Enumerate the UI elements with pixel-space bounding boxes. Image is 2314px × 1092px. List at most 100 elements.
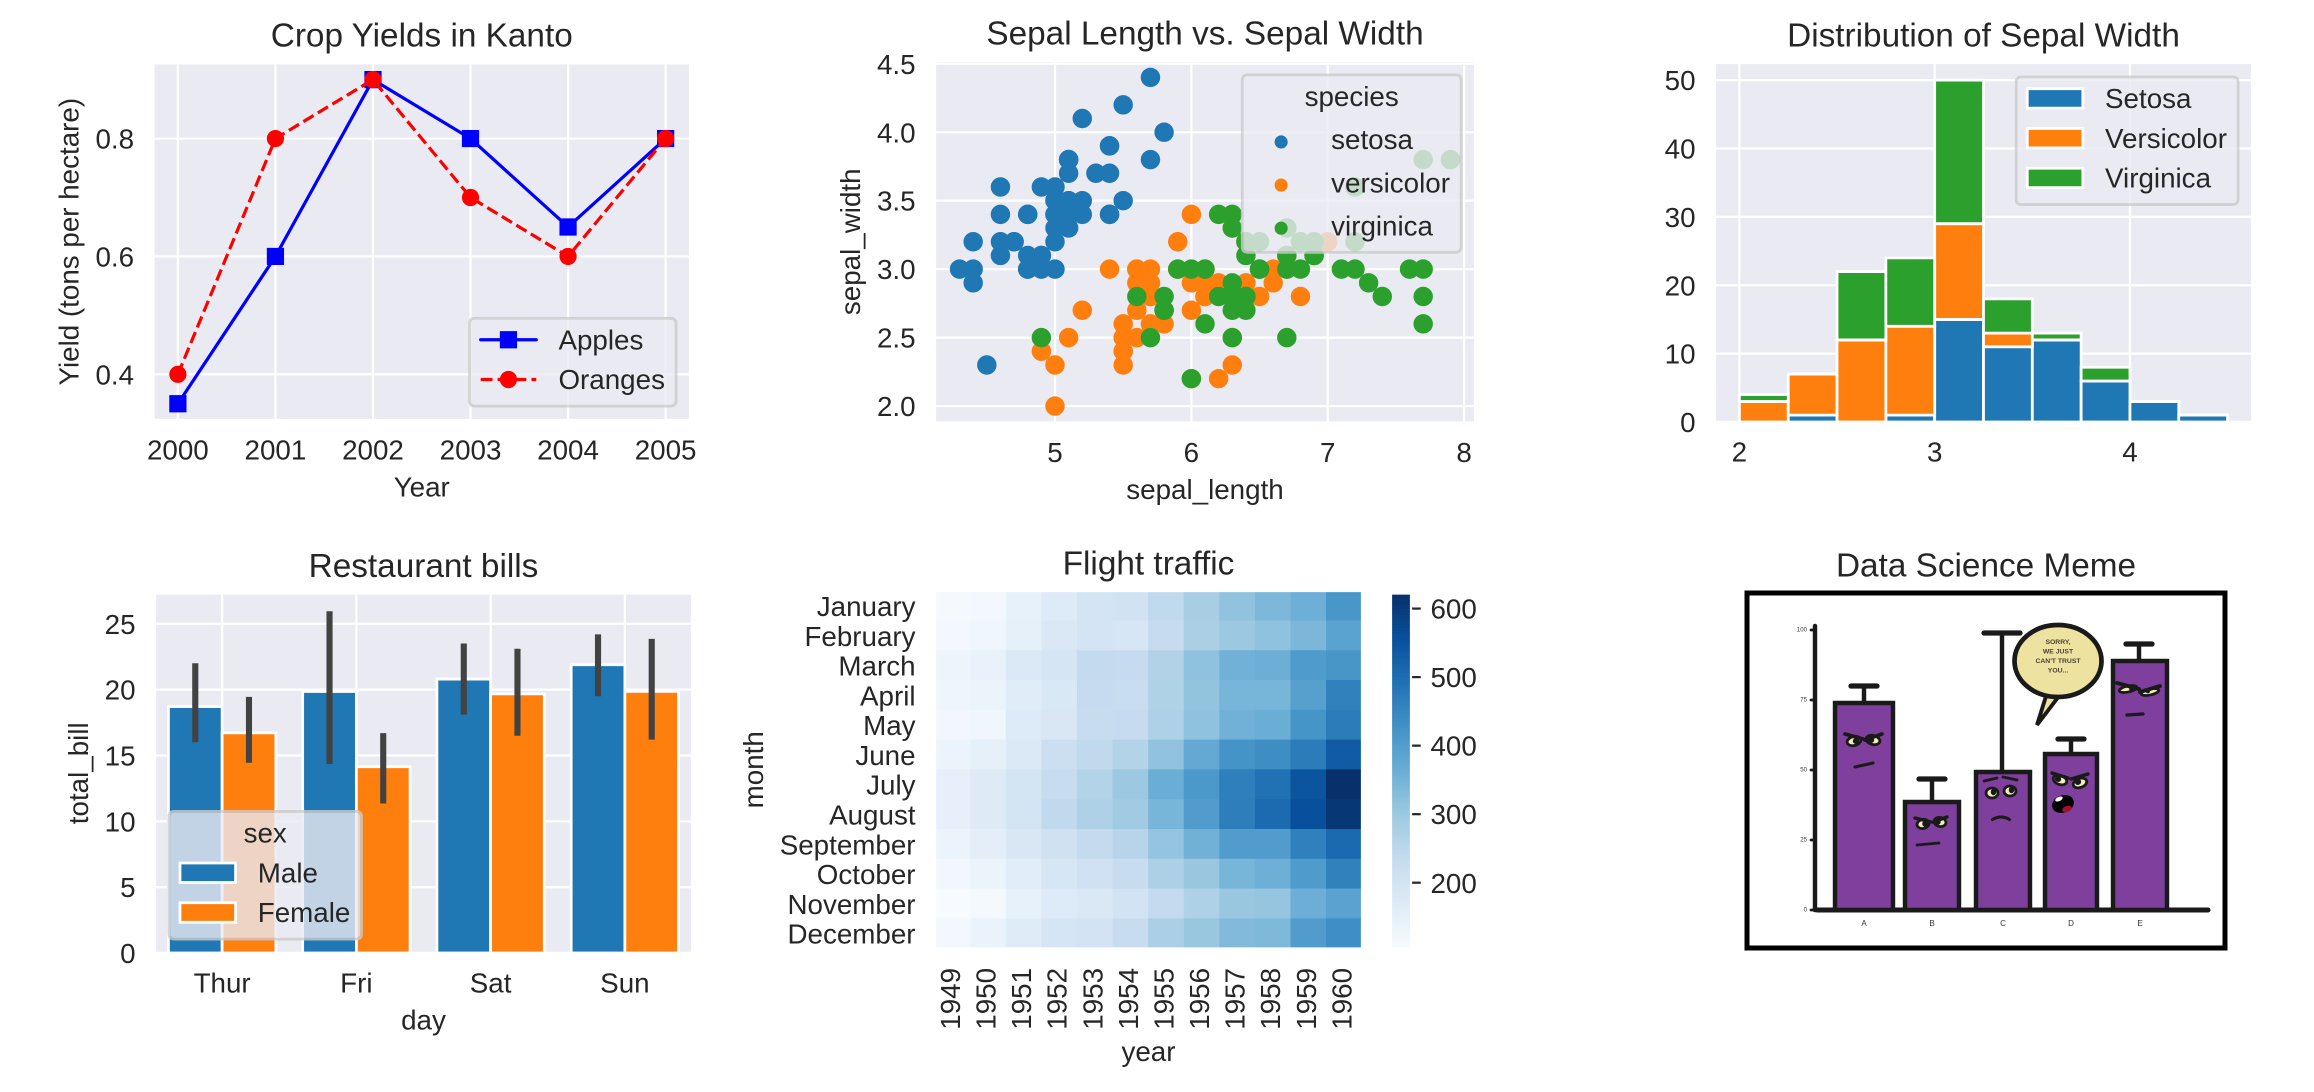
svg-text:October: October [817, 859, 916, 890]
svg-text:4: 4 [2122, 437, 2137, 468]
svg-text:4.5: 4.5 [877, 49, 916, 80]
svg-text:1958: 1958 [1255, 968, 1286, 1030]
svg-text:1957: 1957 [1220, 968, 1251, 1030]
svg-text:Female: Female [258, 897, 351, 928]
svg-text:4.0: 4.0 [877, 117, 916, 148]
svg-text:25: 25 [105, 609, 136, 640]
svg-text:0.6: 0.6 [95, 242, 134, 273]
svg-text:0.4: 0.4 [95, 359, 134, 390]
svg-text:Male: Male [258, 857, 318, 888]
svg-text:400: 400 [1430, 731, 1476, 762]
svg-text:600: 600 [1430, 594, 1476, 625]
svg-text:SORRY,: SORRY, [2045, 639, 2070, 646]
svg-text:0: 0 [1804, 907, 1808, 914]
svg-text:species: species [1305, 81, 1399, 112]
svg-text:WE JUST: WE JUST [2043, 648, 2074, 655]
svg-text:November: November [787, 889, 915, 920]
svg-text:Versicolor: Versicolor [2105, 123, 2227, 154]
svg-text:CAN'T TRUST: CAN'T TRUST [2035, 658, 2081, 665]
svg-text:0: 0 [120, 938, 135, 969]
svg-text:0.8: 0.8 [95, 124, 134, 155]
svg-text:sepal_width: sepal_width [835, 168, 866, 315]
svg-text:Crop Yields in Kanto: Crop Yields in Kanto [271, 18, 573, 55]
svg-text:Data Science Meme: Data Science Meme [1836, 547, 2136, 584]
svg-text:versicolor: versicolor [1331, 167, 1450, 198]
svg-text:50: 50 [1665, 65, 1696, 96]
svg-text:February: February [804, 621, 915, 652]
svg-text:2005: 2005 [635, 435, 697, 466]
svg-text:3: 3 [1927, 437, 1942, 468]
svg-text:total_bill: total_bill [63, 722, 94, 824]
svg-text:30: 30 [1665, 202, 1696, 233]
svg-text:June: June [855, 740, 915, 771]
svg-text:50: 50 [1800, 767, 1807, 774]
svg-text:0: 0 [1680, 407, 1695, 438]
svg-text:May: May [863, 710, 916, 741]
svg-text:1950: 1950 [971, 968, 1002, 1030]
svg-text:20: 20 [105, 675, 136, 706]
svg-text:Apples: Apples [558, 324, 643, 355]
svg-text:Fri: Fri [340, 968, 372, 999]
svg-text:1951: 1951 [1006, 968, 1037, 1030]
svg-text:Thur: Thur [194, 968, 251, 999]
svg-text:2001: 2001 [245, 435, 307, 466]
svg-text:1949: 1949 [935, 968, 966, 1030]
svg-text:1955: 1955 [1148, 968, 1179, 1030]
svg-text:December: December [787, 919, 915, 950]
svg-text:15: 15 [105, 741, 136, 772]
svg-text:10: 10 [1665, 339, 1696, 370]
svg-text:March: March [838, 651, 915, 682]
svg-text:300: 300 [1430, 799, 1476, 830]
svg-text:8: 8 [1456, 437, 1471, 468]
svg-text:April: April [860, 680, 916, 711]
svg-text:3.0: 3.0 [877, 254, 916, 285]
svg-text:Setosa: Setosa [2105, 83, 2192, 114]
svg-text:500: 500 [1430, 662, 1476, 693]
svg-text:7: 7 [1320, 437, 1335, 468]
svg-text:January: January [817, 591, 916, 622]
svg-text:Yield (tons per hectare): Yield (tons per hectare) [54, 98, 85, 386]
svg-text:2: 2 [1732, 437, 1747, 468]
svg-text:virginica: virginica [1331, 210, 1433, 241]
svg-text:Virginica: Virginica [2105, 163, 2212, 194]
svg-text:Year: Year [394, 472, 450, 503]
svg-text:10: 10 [105, 806, 136, 837]
svg-text:day: day [401, 1005, 446, 1036]
svg-text:C: C [2000, 919, 2006, 928]
svg-text:6: 6 [1184, 437, 1199, 468]
svg-text:2003: 2003 [440, 435, 502, 466]
svg-text:August: August [829, 800, 916, 831]
svg-text:September: September [780, 829, 916, 860]
svg-text:20: 20 [1665, 270, 1696, 301]
svg-text:Flight traffic: Flight traffic [1063, 545, 1235, 582]
svg-text:month: month [738, 731, 769, 808]
svg-text:2.5: 2.5 [877, 323, 916, 354]
svg-text:E: E [2137, 919, 2143, 928]
svg-text:2.0: 2.0 [877, 391, 916, 422]
svg-text:200: 200 [1430, 868, 1476, 899]
svg-text:sex: sex [244, 818, 287, 849]
svg-text:1953: 1953 [1077, 968, 1108, 1030]
svg-text:100: 100 [1797, 627, 1808, 634]
svg-text:2004: 2004 [537, 435, 599, 466]
svg-text:Sepal Length vs. Sepal Width: Sepal Length vs. Sepal Width [986, 15, 1423, 52]
svg-text:1960: 1960 [1326, 968, 1357, 1030]
svg-text:Oranges: Oranges [558, 364, 665, 395]
svg-text:1956: 1956 [1184, 968, 1215, 1030]
svg-text:A: A [1861, 919, 1867, 928]
svg-text:B: B [1929, 919, 1934, 928]
svg-text:Restaurant bills: Restaurant bills [309, 548, 539, 585]
svg-text:1954: 1954 [1113, 968, 1144, 1030]
svg-text:2000: 2000 [147, 435, 209, 466]
svg-text:75: 75 [1800, 697, 1807, 704]
svg-text:Distribution of Sepal Width: Distribution of Sepal Width [1787, 17, 2180, 54]
svg-text:1952: 1952 [1042, 968, 1073, 1030]
svg-text:Sat: Sat [470, 968, 512, 999]
svg-text:1959: 1959 [1291, 968, 1322, 1030]
svg-text:year: year [1121, 1036, 1175, 1067]
svg-text:5: 5 [1047, 437, 1062, 468]
svg-text:setosa: setosa [1331, 124, 1413, 155]
svg-text:YOU...: YOU... [2048, 667, 2069, 674]
svg-text:July: July [866, 770, 915, 801]
svg-text:sepal_length: sepal_length [1126, 474, 1283, 505]
